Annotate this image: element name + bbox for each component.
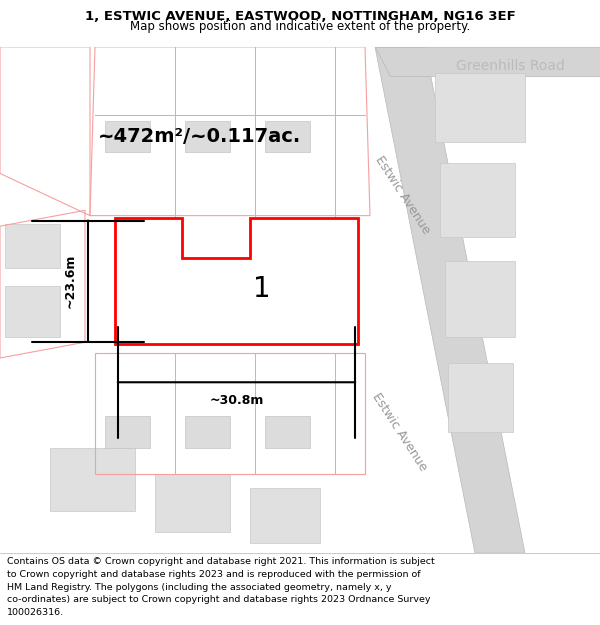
Text: Contains OS data © Crown copyright and database right 2021. This information is : Contains OS data © Crown copyright and d… (7, 558, 435, 566)
Bar (265, 416, 310, 447)
Bar (445, 261, 515, 337)
Bar (105, 416, 150, 447)
Text: 1, ESTWIC AVENUE, EASTWOOD, NOTTINGHAM, NG16 3EF: 1, ESTWIC AVENUE, EASTWOOD, NOTTINGHAM, … (85, 10, 515, 23)
Bar (5, 224, 60, 268)
Text: ~23.6m: ~23.6m (64, 254, 77, 308)
Bar (185, 121, 230, 152)
Text: ~30.8m: ~30.8m (209, 394, 263, 407)
Bar (435, 73, 525, 142)
Polygon shape (115, 217, 358, 344)
Text: HM Land Registry. The polygons (including the associated geometry, namely x, y: HM Land Registry. The polygons (includin… (7, 582, 392, 592)
Bar (50, 448, 135, 511)
Text: ~472m²/~0.117ac.: ~472m²/~0.117ac. (98, 127, 302, 146)
Polygon shape (375, 47, 600, 76)
Text: Map shows position and indicative extent of the property.: Map shows position and indicative extent… (130, 20, 470, 32)
Bar (440, 163, 515, 237)
Text: Greenhills Road: Greenhills Road (455, 59, 565, 73)
Bar (105, 121, 150, 152)
Text: Estwic Avenue: Estwic Avenue (370, 391, 430, 473)
Text: 1: 1 (253, 276, 271, 304)
Bar (265, 121, 310, 152)
Bar (155, 474, 230, 532)
Bar (250, 488, 320, 542)
Text: 100026316.: 100026316. (7, 608, 64, 617)
Bar (448, 363, 513, 432)
Bar (5, 286, 60, 337)
Text: to Crown copyright and database rights 2023 and is reproduced with the permissio: to Crown copyright and database rights 2… (7, 570, 421, 579)
Text: Estwic Avenue: Estwic Avenue (373, 153, 433, 236)
Polygon shape (375, 47, 525, 553)
Text: co-ordinates) are subject to Crown copyright and database rights 2023 Ordnance S: co-ordinates) are subject to Crown copyr… (7, 595, 431, 604)
Bar (185, 416, 230, 447)
